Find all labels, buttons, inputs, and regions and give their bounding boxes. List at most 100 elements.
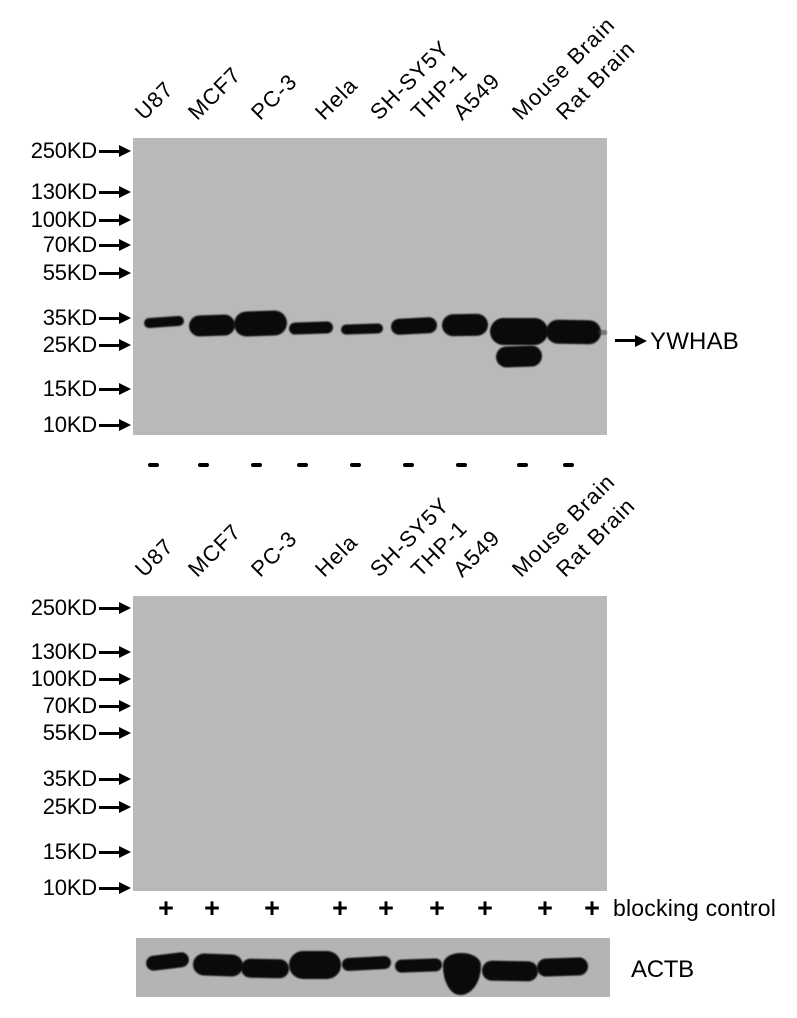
plus-glyph: + [477,893,493,923]
mw-marker-arrow-icon-55kd-panel1 [99,271,119,275]
lane-label-hela-row2: Hela [310,529,363,582]
ywhab-band-10 [495,345,543,368]
lane-label-u87-row2: U87 [130,533,179,582]
plus-symbol-lane1: + [154,894,178,922]
plus-symbol-lane6: + [425,894,449,922]
lane-label-pc-3-row1: PC-3 [246,68,302,125]
mw-marker-arrow-icon-55kd-panel2 [99,731,119,735]
plus-glyph: + [264,893,280,923]
actb-band-9 [536,957,589,977]
minus-glyph [197,463,209,467]
minus-symbol-lane8 [510,451,534,479]
minus-glyph [455,463,467,467]
minus-glyph [562,463,574,467]
mw-marker-arrow-icon-10kd-panel2 [99,886,119,890]
mw-marker-arrow-icon-130kd-panel1 [99,190,119,194]
minus-symbol-lane5 [343,451,367,479]
plus-glyph: + [429,893,445,923]
ywhab-band-11 [545,319,602,345]
plus-symbol-lane8: + [533,894,557,922]
minus-glyph [296,463,308,467]
actb-band-5 [341,955,392,972]
actb-label: ACTB [631,956,694,983]
lane-label-pc-3-row2: PC-3 [246,525,302,582]
mw-marker-label-250kd-panel1: 250KD [30,138,97,163]
mw-marker-label-100kd-panel2: 100KD [30,666,97,691]
ywhab-band-6 [340,323,384,335]
ywhab-pointer-arrow-icon [615,339,635,342]
mw-marker-label-100kd-panel1: 100KD [30,207,97,232]
minus-glyph [516,463,528,467]
mw-marker-arrow-icon-35kd-panel2 [99,777,119,781]
actb-band-6 [394,958,443,973]
minus-glyph [349,463,361,467]
ywhab-band-3 [188,314,236,337]
mw-marker-label-10kd-panel1: 10KD [42,412,97,437]
plus-symbol-lane7: + [473,894,497,922]
blot-panel-ywhab [133,138,607,435]
minus-symbol-lane7 [449,451,473,479]
mw-marker-label-130kd-panel1: 130KD [30,179,97,204]
ywhab-band-7 [390,316,438,336]
ywhab-label: YWHAB [650,328,740,355]
minus-glyph [250,463,262,467]
blocking-control-label: blocking control [613,895,777,921]
plus-symbol-lane5: + [374,894,398,922]
mw-marker-arrow-icon-250kd-panel2 [99,606,119,610]
mw-marker-arrow-icon-70kd-panel2 [99,704,119,708]
plus-symbol-lane3: + [260,894,284,922]
mw-marker-arrow-icon-35kd-panel1 [99,316,119,320]
plus-glyph: + [332,893,348,923]
actb-band-4 [289,951,341,979]
blot-artifact-1-1 [598,330,607,335]
lane-label-u87-row1: U87 [130,76,179,125]
actb-band-2 [192,953,244,977]
mw-marker-label-55kd-panel2: 55KD [42,720,97,745]
mw-marker-arrow-icon-100kd-panel1 [99,218,119,222]
mw-marker-arrow-icon-15kd-panel2 [99,850,119,854]
mw-marker-arrow-icon-100kd-panel2 [99,677,119,681]
plus-glyph: + [378,893,394,923]
minus-symbol-lane4 [290,451,314,479]
plus-glyph: + [537,893,553,923]
ywhab-band-9 [490,318,548,345]
actb-band-3 [240,958,290,979]
mw-marker-arrow-icon-250kd-panel1 [99,149,119,153]
mw-marker-label-70kd-panel1: 70KD [42,232,97,257]
ywhab-band-8 [441,313,489,337]
mw-marker-arrow-icon-15kd-panel1 [99,387,119,391]
minus-symbol-lane9 [556,451,580,479]
plus-glyph: + [584,893,600,923]
mw-marker-label-70kd-panel2: 70KD [42,693,97,718]
mw-marker-label-250kd-panel2: 250KD [30,595,97,620]
mw-marker-arrow-icon-10kd-panel1 [99,423,119,427]
ywhab-band-4 [233,310,288,337]
mw-marker-label-25kd-panel2: 25KD [42,794,97,819]
mw-marker-label-15kd-panel2: 15KD [42,839,97,864]
minus-glyph [402,463,414,467]
minus-symbol-lane3 [244,451,268,479]
lane-label-hela-row1: Hela [310,72,363,125]
mw-marker-label-130kd-panel2: 130KD [30,639,97,664]
minus-symbol-lane6 [396,451,420,479]
plus-glyph: + [204,893,220,923]
actb-band-8 [481,960,539,982]
plus-symbol-lane4: + [328,894,352,922]
mw-marker-arrow-icon-25kd-panel2 [99,805,119,809]
mw-marker-label-35kd-panel1: 35KD [42,305,97,330]
mw-marker-label-10kd-panel2: 10KD [42,875,97,900]
mw-marker-arrow-icon-25kd-panel1 [99,343,119,347]
lane-label-mcf7-row2: MCF7 [183,518,246,582]
mw-marker-label-25kd-panel1: 25KD [42,332,97,357]
mw-marker-label-35kd-panel2: 35KD [42,766,97,791]
ywhab-band-5 [288,321,334,335]
minus-symbol-lane1 [141,451,165,479]
plus-glyph: + [158,893,174,923]
minus-symbol-lane2 [191,451,215,479]
lane-label-mcf7-row1: MCF7 [183,61,246,125]
plus-symbol-lane9: + [580,894,604,922]
mw-marker-label-15kd-panel1: 15KD [42,376,97,401]
mw-marker-arrow-icon-130kd-panel2 [99,650,119,654]
mw-marker-label-55kd-panel1: 55KD [42,260,97,285]
blot-panel-blocking-control [133,596,607,891]
